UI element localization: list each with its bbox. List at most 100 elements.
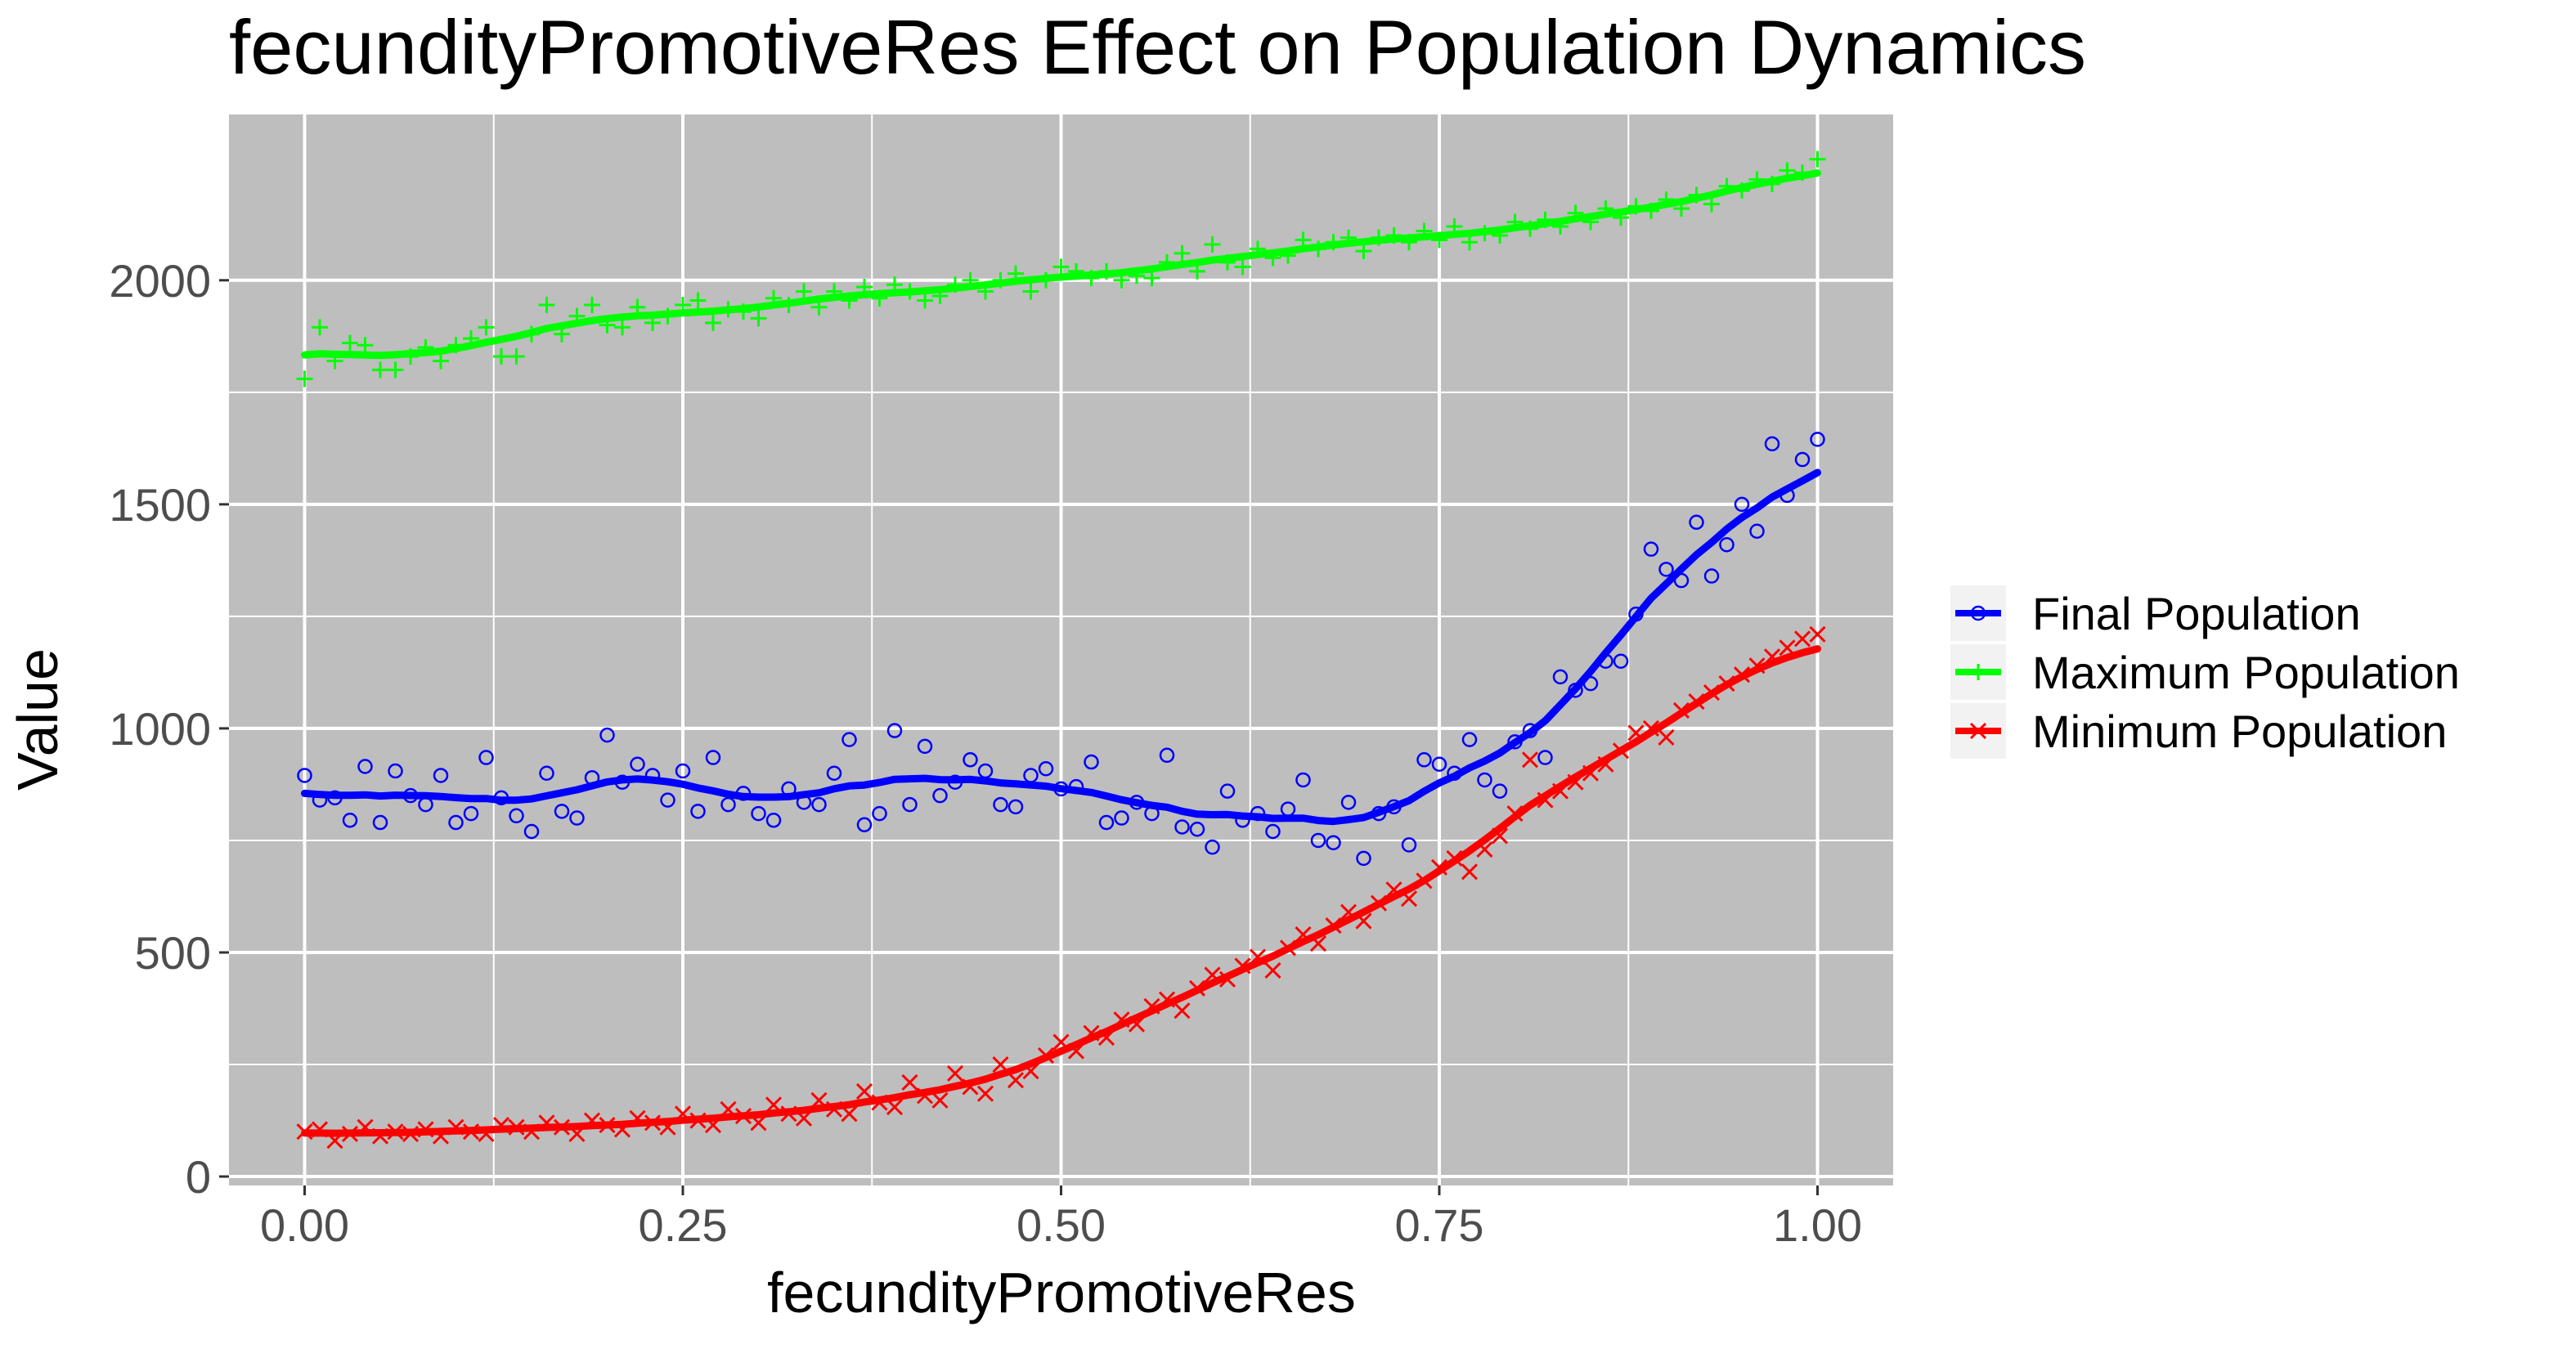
final-population-point xyxy=(1219,783,1236,799)
maximum-population-point xyxy=(296,370,313,388)
minimum-population-point xyxy=(1264,961,1281,979)
final-population-point xyxy=(720,796,736,813)
minimum-population-point xyxy=(1793,630,1811,648)
maximum-population-point xyxy=(508,347,525,365)
minimum-population-point xyxy=(1658,728,1675,746)
final-population-legend-key-marker xyxy=(1970,605,1986,621)
final-population-point xyxy=(1008,799,1024,815)
final-population-point xyxy=(811,796,827,813)
minimum-population-point xyxy=(976,1085,994,1102)
final-population-point xyxy=(1749,523,1765,539)
legend: Final Population Maximum Population Minimu… xyxy=(1950,585,2460,759)
minimum-population-legend-label: Minimum Population xyxy=(2032,706,2447,757)
chart-title: fecundityPromotiveRes Effect on Populati… xyxy=(229,4,2086,90)
minimum-population-point xyxy=(1809,625,1826,643)
maximum-population-point xyxy=(614,319,631,336)
final-population-point xyxy=(1114,810,1129,826)
final-population-point xyxy=(1537,750,1553,765)
final-population-point xyxy=(1643,541,1659,557)
final-population-legend-label: Final Population xyxy=(2032,588,2361,639)
maximum-population-point xyxy=(1052,258,1070,276)
final-population-point xyxy=(463,805,479,822)
final-population-point xyxy=(1719,536,1735,553)
final-population-point xyxy=(1810,432,1825,447)
final-population-point xyxy=(1098,814,1115,831)
maximum-population-point xyxy=(372,361,388,379)
final-population-point xyxy=(569,810,585,826)
data-points xyxy=(296,150,1826,1150)
maximum-population-point xyxy=(538,296,555,313)
final-population-point xyxy=(1703,568,1720,584)
minimum-population-point xyxy=(1521,751,1539,769)
minimum-population-legend-key-marker xyxy=(1969,722,1987,740)
final-population-point xyxy=(509,808,524,824)
axes: 0.00 0.25 0.50 0.75 1.00 0 500 1000 1500 2000 xyxy=(109,255,1862,1251)
final-population-point xyxy=(872,805,887,822)
final-population-point xyxy=(1326,835,1341,850)
final-population-point xyxy=(932,787,948,804)
maximum-population-point xyxy=(478,319,495,336)
final-population-point xyxy=(1401,837,1417,853)
final-population-point xyxy=(1295,772,1311,788)
final-population-point xyxy=(1174,819,1190,835)
final-population-point xyxy=(1189,821,1205,837)
final-population-point xyxy=(1477,772,1492,788)
final-population-point xyxy=(1159,747,1175,764)
maximum-population-point xyxy=(750,310,767,327)
final-population-point xyxy=(1205,839,1220,855)
final-population-point xyxy=(917,738,933,755)
minimum-population-point xyxy=(1174,1002,1191,1020)
final-population-point xyxy=(1310,832,1326,849)
final-population-point xyxy=(1461,732,1478,747)
maximum-population-point xyxy=(493,347,509,365)
maximum-population-trend-line xyxy=(301,169,1821,360)
maximum-population-point xyxy=(584,296,600,313)
final-population-point xyxy=(1431,756,1447,773)
final-population-point xyxy=(1038,761,1054,777)
minimum-population-point xyxy=(855,1082,873,1100)
final-population-point xyxy=(554,804,570,819)
maximum-population-legend-key-marker xyxy=(1970,664,1986,680)
final-population-point xyxy=(675,763,691,779)
y-tick-label: 1000 xyxy=(109,703,211,755)
maximum-population-point xyxy=(342,334,358,352)
maximum-population-legend-label: Maximum Population xyxy=(2032,647,2460,698)
final-population-point xyxy=(690,804,706,819)
maximum-population-point xyxy=(1174,244,1191,262)
maximum-population-point xyxy=(796,283,812,300)
final-population-point xyxy=(993,796,1008,813)
final-population-point xyxy=(1340,795,1357,810)
final-population-point xyxy=(388,763,403,779)
x-tick-label: 0.50 xyxy=(1016,1199,1106,1251)
final-population-point xyxy=(765,813,782,828)
final-population-point xyxy=(1764,436,1780,452)
final-population-point xyxy=(1689,514,1704,531)
final-population-point xyxy=(1734,496,1750,513)
minimum-population-point xyxy=(931,1091,949,1109)
final-population-point xyxy=(902,796,918,813)
maximum-population-point xyxy=(1204,235,1221,253)
maximum-population-point xyxy=(312,319,328,336)
final-population-point xyxy=(630,756,645,773)
minimum-population-point xyxy=(946,1064,964,1082)
x-tick-label: 0.25 xyxy=(639,1199,728,1251)
final-population-point xyxy=(826,765,842,781)
minimum-population-point xyxy=(1007,1072,1025,1089)
x-axis-label: fecundityPromotiveRes xyxy=(767,1261,1356,1324)
final-population-point xyxy=(856,817,873,833)
maximum-population-point xyxy=(387,361,404,379)
x-tick-label: 0.75 xyxy=(1395,1199,1484,1251)
maximum-population-point xyxy=(1355,243,1372,260)
x-tick-label: 1.00 xyxy=(1773,1199,1862,1251)
minimum-population-point xyxy=(886,1099,904,1116)
final-population-point xyxy=(1794,451,1811,468)
final-population-point xyxy=(1356,850,1371,867)
x-tick-label: 0.00 xyxy=(260,1199,349,1251)
minimum-population-trend-line xyxy=(301,645,1821,1137)
major-gridlines xyxy=(229,114,1893,1185)
y-tick-label: 1500 xyxy=(109,479,211,531)
final-population-point xyxy=(539,765,554,781)
final-population-point xyxy=(448,814,464,831)
y-tick-label: 2000 xyxy=(109,255,211,307)
